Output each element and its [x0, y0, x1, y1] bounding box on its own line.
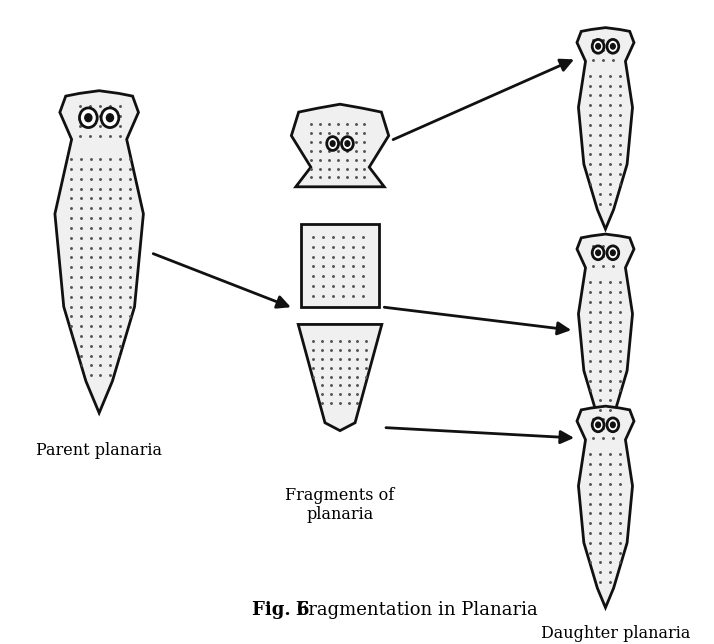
Ellipse shape — [106, 114, 114, 122]
Ellipse shape — [79, 108, 97, 128]
Text: Fragments of
planaria: Fragments of planaria — [286, 487, 395, 524]
Ellipse shape — [327, 137, 338, 151]
Ellipse shape — [610, 44, 615, 49]
Ellipse shape — [610, 250, 615, 256]
Polygon shape — [577, 234, 634, 435]
Ellipse shape — [592, 246, 604, 260]
Ellipse shape — [595, 422, 600, 428]
Ellipse shape — [595, 44, 600, 49]
Ellipse shape — [85, 114, 92, 122]
Text: Parent planaria: Parent planaria — [36, 442, 162, 459]
Polygon shape — [577, 406, 634, 607]
Ellipse shape — [345, 141, 350, 146]
Polygon shape — [577, 28, 634, 229]
Ellipse shape — [607, 246, 619, 260]
Ellipse shape — [607, 418, 619, 431]
Ellipse shape — [610, 422, 615, 428]
Ellipse shape — [331, 141, 335, 146]
Polygon shape — [291, 104, 388, 187]
Ellipse shape — [607, 39, 619, 53]
Ellipse shape — [595, 250, 600, 256]
Polygon shape — [301, 223, 379, 307]
Polygon shape — [298, 325, 382, 431]
Ellipse shape — [101, 108, 119, 128]
Ellipse shape — [341, 137, 353, 151]
Ellipse shape — [592, 418, 604, 431]
Text: Fragmentation in Planaria: Fragmentation in Planaria — [290, 601, 538, 619]
Ellipse shape — [592, 39, 604, 53]
Text: Fig. 6: Fig. 6 — [251, 601, 309, 619]
Polygon shape — [55, 91, 144, 413]
Text: Daughter planaria: Daughter planaria — [540, 625, 690, 642]
